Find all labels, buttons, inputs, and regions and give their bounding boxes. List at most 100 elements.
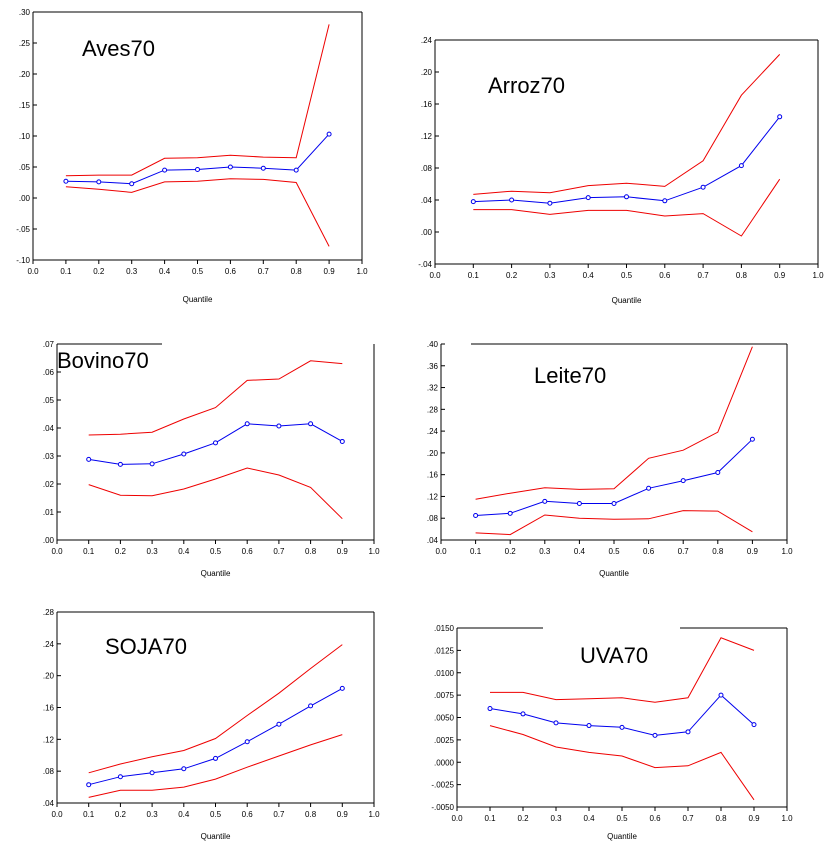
estimate-point (276, 423, 282, 429)
estimate-point (181, 766, 187, 772)
x-tick-label: 0.9 (774, 271, 786, 280)
estimate-point (244, 421, 250, 427)
x-tick-label: 0.4 (583, 271, 595, 280)
chart-6: .0150 .0125 .0100 .0075 .0050 .0025 .0000 -.002… (431, 624, 793, 841)
x-tick-label: 0.5 (192, 267, 204, 276)
x-tick-label: 0.7 (273, 547, 285, 556)
x-tick-label: 0.9 (748, 814, 760, 823)
y-tick-label: -.10 (16, 256, 30, 265)
y-tick-label: .03 (43, 452, 55, 461)
estimate-point (470, 199, 476, 205)
estimate-point (718, 692, 724, 698)
estimate-point (162, 167, 168, 173)
y-tick-label: .12 (43, 735, 55, 744)
y-tick-label: .04 (427, 536, 439, 545)
x-tick-label: 0.8 (736, 271, 748, 280)
chart-title: Aves70 (82, 36, 155, 61)
estimate-point (652, 732, 658, 738)
y-tick-label: .04 (43, 799, 55, 808)
x-tick-label: 0.4 (159, 267, 171, 276)
x-tick-label: 0.9 (324, 267, 336, 276)
estimate-point (149, 461, 155, 467)
estimate-point (611, 501, 617, 507)
y-tick-label: .16 (43, 704, 55, 713)
x-axis-label: Quantile (599, 569, 629, 578)
estimate-point (662, 198, 668, 204)
estimate-point (685, 729, 691, 735)
upper-bound-line (88, 644, 343, 774)
estimate-point (547, 200, 553, 206)
x-tick-label: 0.7 (682, 814, 694, 823)
y-tick-label: .04 (421, 196, 433, 205)
x-tick-label: 0.7 (678, 547, 690, 556)
y-tick-label: .28 (427, 405, 439, 414)
y-tick-label: .01 (43, 508, 55, 517)
estimate-point (646, 485, 652, 491)
estimate-point (586, 723, 592, 729)
y-tick-label: -.04 (418, 260, 432, 269)
x-tick-label: 0.3 (550, 814, 562, 823)
lower-bound-line (88, 467, 343, 520)
estimate-point (326, 131, 332, 137)
chart-3: .07 .06 .05 .04 .03 .02 .01 .00 0.0 0.1 0.2 0.3 0.4 0… (43, 340, 380, 578)
x-tick-label: 0.6 (242, 547, 254, 556)
x-tick-label: 0.0 (51, 810, 63, 819)
y-tick-label: .07 (43, 340, 55, 349)
estimate-point (339, 438, 345, 444)
estimate-point (339, 685, 345, 691)
x-tick-label: 1.0 (368, 810, 380, 819)
y-tick-label: .00 (43, 536, 55, 545)
x-tick-label: 0.3 (147, 547, 159, 556)
x-tick-label: 0.9 (747, 547, 759, 556)
x-tick-label: 0.2 (505, 547, 517, 556)
lower-bound-line (65, 178, 330, 247)
estimate-point (680, 478, 686, 484)
x-tick-label: 0.2 (517, 814, 529, 823)
y-tick-label: .32 (427, 384, 439, 393)
estimate-point (700, 184, 706, 190)
estimate-point (227, 164, 233, 170)
y-tick-label: .0050 (434, 714, 455, 723)
x-tick-label: 1.0 (781, 814, 793, 823)
y-tick-label: .0125 (434, 646, 455, 655)
estimate-point (619, 724, 625, 730)
y-tick-label: .06 (43, 368, 55, 377)
x-tick-label: 0.1 (470, 547, 482, 556)
estimate-point (86, 782, 92, 788)
lower-bound-line (489, 725, 755, 801)
x-tick-label: 0.2 (506, 271, 518, 280)
upper-bound-line (490, 637, 755, 703)
estimate-point (129, 181, 135, 187)
x-tick-label: 1.0 (368, 547, 380, 556)
estimate-point (96, 179, 102, 185)
x-axis-label: Quantile (201, 569, 231, 578)
estimate-point (520, 711, 526, 717)
x-tick-label: 0.0 (435, 547, 447, 556)
y-tick-label: .05 (43, 396, 55, 405)
upper-bound-line (475, 346, 753, 500)
estimate-point (260, 165, 266, 171)
lower-bound-line (475, 510, 753, 536)
chart-title: UVA70 (580, 643, 648, 668)
x-tick-label: 1.0 (812, 271, 824, 280)
x-tick-label: 0.5 (608, 547, 620, 556)
x-tick-label: 0.0 (27, 267, 39, 276)
chart-5: .28 .24 .20 .16 .12 .08 .04 0.0 0.1 0.2 0.3 0.4 0.5 0… (43, 608, 380, 841)
x-tick-label: 0.5 (616, 814, 628, 823)
x-tick-label: 0.3 (147, 810, 159, 819)
y-tick-label: .12 (427, 492, 439, 501)
estimate-point (213, 440, 218, 446)
x-tick-label: 0.9 (337, 547, 349, 556)
y-tick-label: .10 (19, 132, 31, 141)
x-tick-label: 1.0 (781, 547, 793, 556)
y-tick-label: .0025 (434, 736, 455, 745)
y-tick-label: .0000 (434, 758, 455, 767)
estimate-line (88, 687, 343, 786)
y-tick-label: .0100 (434, 669, 455, 678)
estimate-point (276, 721, 282, 727)
x-tick-label: 0.8 (715, 814, 727, 823)
x-tick-label: 0.7 (698, 271, 710, 280)
y-tick-label: -.0025 (431, 781, 454, 790)
estimate-point (181, 451, 187, 457)
estimate-point (751, 722, 757, 728)
